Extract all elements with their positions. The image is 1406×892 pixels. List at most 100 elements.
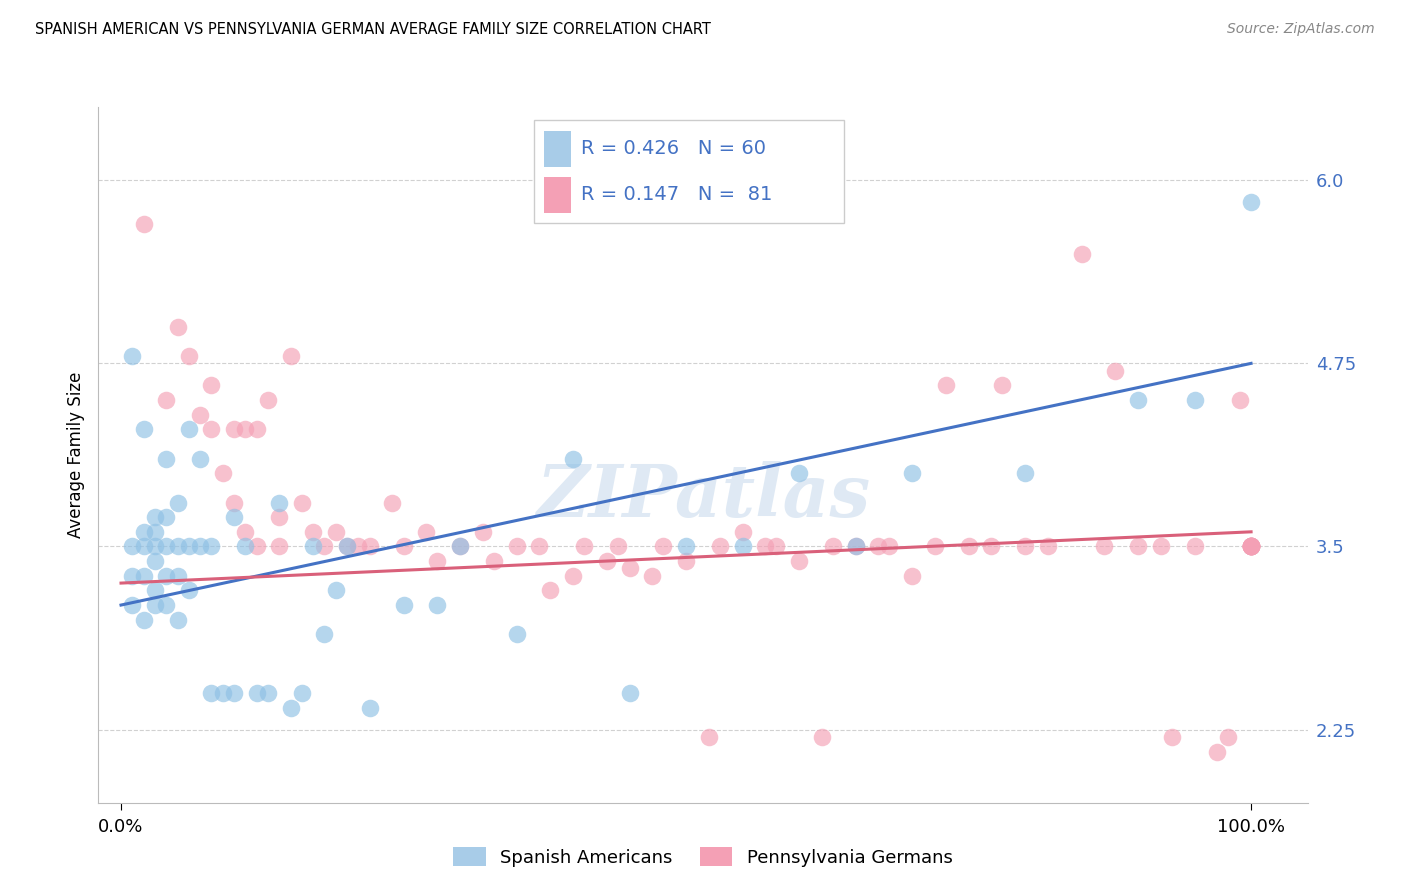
Point: [188, 451, 211, 466]
Point: [143, 583, 166, 598]
Point: [1240, 540, 1263, 554]
Point: [143, 598, 166, 612]
Point: [155, 451, 177, 466]
Point: [188, 540, 211, 554]
Point: [132, 568, 155, 582]
Point: [132, 613, 155, 627]
Point: [132, 217, 155, 231]
Point: [155, 598, 177, 612]
Point: [166, 613, 188, 627]
Point: [1150, 540, 1173, 554]
Point: [810, 730, 832, 744]
Point: [121, 568, 143, 582]
Point: [449, 540, 471, 554]
Point: [505, 627, 527, 641]
Point: [731, 524, 754, 539]
Point: [562, 568, 585, 582]
Point: [1240, 540, 1263, 554]
Point: [449, 540, 471, 554]
Point: [325, 583, 347, 598]
Point: [1240, 540, 1263, 554]
Point: [1206, 745, 1229, 759]
Point: [1240, 540, 1263, 554]
Point: [166, 319, 188, 334]
Point: [381, 495, 404, 509]
Legend: Spanish Americans, Pennsylvania Germans: Spanish Americans, Pennsylvania Germans: [446, 840, 960, 874]
Point: [336, 540, 359, 554]
Point: [901, 568, 924, 582]
Point: [731, 540, 754, 554]
Point: [845, 540, 868, 554]
Point: [211, 686, 233, 700]
Point: [619, 686, 641, 700]
Point: [143, 554, 166, 568]
Point: [222, 422, 245, 436]
Point: [211, 467, 233, 481]
Point: [166, 568, 188, 582]
Point: [280, 700, 302, 714]
Point: [980, 540, 1002, 554]
Point: [1240, 540, 1263, 554]
Point: [132, 540, 155, 554]
Point: [1126, 540, 1149, 554]
Point: [269, 510, 291, 524]
Point: [1240, 540, 1263, 554]
Point: [868, 540, 890, 554]
Point: [991, 378, 1014, 392]
Point: [924, 540, 946, 554]
Point: [471, 524, 494, 539]
Point: [302, 524, 325, 539]
Point: [302, 540, 325, 554]
Point: [619, 561, 641, 575]
Point: [347, 540, 370, 554]
Point: [325, 524, 347, 539]
Point: [177, 349, 200, 363]
Point: [754, 540, 776, 554]
Point: [246, 540, 269, 554]
Point: [527, 540, 550, 554]
Point: [166, 540, 188, 554]
Point: [188, 408, 211, 422]
Point: [1014, 467, 1036, 481]
Y-axis label: Average Family Size: Average Family Size: [66, 372, 84, 538]
Point: [1184, 540, 1206, 554]
Point: [291, 495, 314, 509]
Point: [269, 540, 291, 554]
Point: [426, 554, 449, 568]
Point: [675, 554, 697, 568]
Point: [222, 495, 245, 509]
Point: [879, 540, 901, 554]
Point: [1104, 364, 1126, 378]
Text: R = 0.147   N =  81: R = 0.147 N = 81: [581, 186, 772, 204]
Point: [121, 540, 143, 554]
Point: [200, 378, 222, 392]
Point: [787, 467, 810, 481]
Point: [200, 686, 222, 700]
Point: [155, 540, 177, 554]
Point: [359, 700, 381, 714]
Point: [155, 510, 177, 524]
Point: [222, 510, 245, 524]
Point: [257, 392, 280, 407]
Point: [200, 422, 222, 436]
Point: [132, 524, 155, 539]
Point: [314, 540, 336, 554]
Point: [641, 568, 664, 582]
Point: [562, 451, 585, 466]
Point: [143, 540, 166, 554]
Point: [957, 540, 980, 554]
Point: [596, 554, 619, 568]
Point: [845, 540, 868, 554]
Point: [359, 540, 381, 554]
Point: [177, 422, 200, 436]
Point: [652, 540, 675, 554]
Point: [607, 540, 630, 554]
Point: [392, 598, 415, 612]
Point: [574, 540, 596, 554]
Point: [765, 540, 787, 554]
Point: [222, 686, 245, 700]
Point: [787, 554, 810, 568]
FancyBboxPatch shape: [534, 120, 844, 223]
Point: [1092, 540, 1115, 554]
Point: [415, 524, 437, 539]
